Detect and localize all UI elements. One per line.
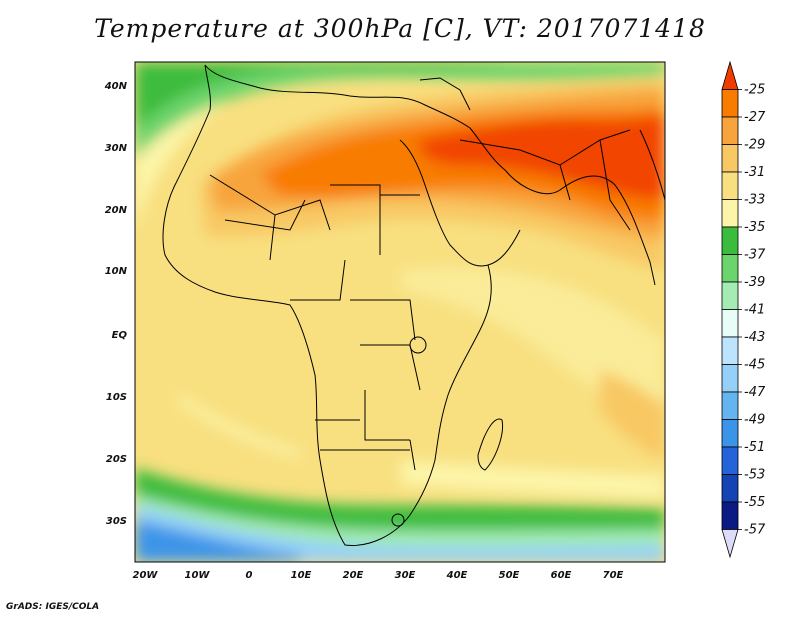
x-tick-label: 0 (246, 570, 253, 581)
colorbar: -25 -27 -29 -31 -33 -35 -37 -39 -41 -43 -45 -47 -49 -… (721, 60, 766, 559)
x-tick-label: 60E (551, 570, 572, 581)
y-tick-label: 10S (106, 392, 127, 403)
x-tick-label: 10W (185, 570, 211, 581)
colorbar-top-arrow (721, 60, 739, 90)
colorbar-level-label: -45 (744, 358, 765, 373)
x-axis: 20W 10W 0 10E 20E 30E 40E 50E 60E 70E (133, 570, 624, 581)
colorbar-level-label: -25 (744, 83, 765, 98)
colorbar-level-label: -55 (744, 495, 765, 510)
x-tick-label: 40E (446, 570, 468, 581)
colorbar-level-label: -49 (744, 413, 765, 428)
colorbar-swatch (721, 199, 739, 228)
colorbar-level-label: -41 (744, 303, 765, 318)
colorbar-swatch (721, 281, 739, 310)
plot-frame (134, 61, 666, 563)
x-tick-label: 50E (499, 570, 520, 581)
colorbar-swatch (721, 501, 739, 530)
y-tick-label: 20S (106, 454, 127, 465)
temperature-shading (135, 62, 665, 562)
y-tick-label: 30S (106, 516, 127, 527)
colorbar-level-label: -53 (744, 468, 765, 483)
y-tick-label: 30N (105, 143, 128, 154)
colorbar-level-label: -27 (744, 110, 766, 125)
colorbar-swatch (721, 144, 739, 173)
colorbar-swatch (721, 89, 739, 118)
y-tick-label: 10N (105, 266, 128, 277)
y-tick-label: EQ (112, 330, 128, 341)
colorbar-level-label: -43 (744, 330, 765, 345)
colorbar-level-label: -39 (744, 275, 765, 290)
colorbar-level-label: -29 (744, 138, 765, 153)
x-tick-label: 20W (133, 570, 159, 581)
map-title: Temperature at 300hPa [C], VT: 201707141… (94, 14, 706, 43)
colorbar-swatch (721, 116, 739, 145)
x-tick-label: 10E (291, 570, 312, 581)
x-tick-label: 30E (395, 570, 416, 581)
colorbar-swatch (721, 226, 739, 255)
colorbar-swatch (721, 171, 739, 200)
colorbar-level-label: -31 (744, 165, 765, 180)
colorbar-level-label: -57 (744, 523, 766, 538)
colorbar-swatch (721, 446, 739, 475)
colorbar-swatch (721, 336, 739, 365)
x-tick-label: 70E (603, 570, 624, 581)
y-tick-label: 40N (104, 81, 128, 92)
y-tick-label: 20N (105, 205, 128, 216)
x-tick-label: 20E (343, 570, 364, 581)
credit-label: GrADS: IGES/COLA (6, 602, 100, 612)
colorbar-level-label: -35 (744, 220, 765, 235)
colorbar-swatch (721, 391, 739, 420)
colorbar-swatch (721, 474, 739, 503)
y-axis: 40N 30N 20N 10N EQ 10S 20S 30S (104, 81, 128, 527)
colorbar-bottom-arrow (721, 529, 739, 559)
colorbar-swatch (721, 254, 739, 283)
colorbar-swatch (721, 364, 739, 393)
colorbar-level-label: -37 (744, 248, 766, 263)
colorbar-swatch (721, 419, 739, 448)
colorbar-level-label: -33 (744, 193, 765, 208)
coastlines (162, 64, 665, 546)
colorbar-level-label: -47 (744, 385, 766, 400)
colorbar-level-label: -51 (744, 440, 765, 455)
colorbar-swatch (721, 309, 739, 338)
